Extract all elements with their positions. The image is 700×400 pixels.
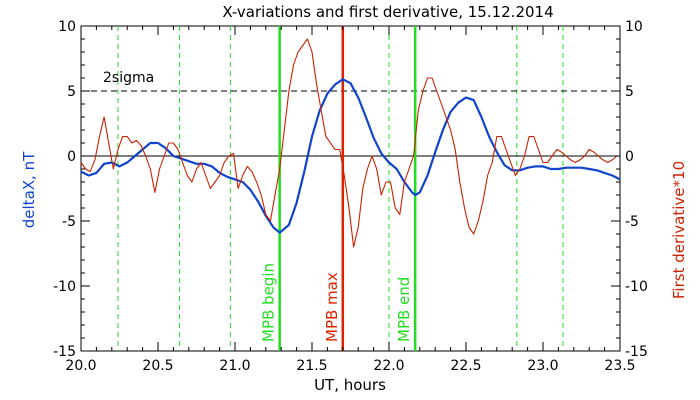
y-right-tick-label-1: -10 <box>625 279 648 295</box>
x-axis-title: UT, hours <box>314 376 386 394</box>
x-tick-label-6: 23.0 <box>527 358 558 374</box>
y-left-tick-label-5: 10 <box>58 19 76 35</box>
x-tick-label-5: 22.5 <box>450 358 481 374</box>
x-tick-label-1: 20.5 <box>142 358 173 374</box>
y-right-tick-label-0: -15 <box>625 344 648 360</box>
y-right-tick-label-4: 5 <box>625 84 634 100</box>
series-line-0 <box>80 78 621 234</box>
x-tick-label-7: 23.5 <box>604 358 635 374</box>
y-left-tick-label-0: -15 <box>53 344 76 360</box>
x-tick-label-2: 21.0 <box>219 358 250 374</box>
green-dashed-lines <box>117 26 564 351</box>
x-tick-label-0: 20.0 <box>65 358 96 374</box>
marker-label-2: MPB end <box>395 277 413 342</box>
y-left-tick-label-2: -5 <box>62 214 76 230</box>
x-tick-label-4: 22.0 <box>373 358 404 374</box>
chart-title: X-variations and first derivative, 15.12… <box>222 3 553 21</box>
threshold-group: 2sigma <box>81 70 620 92</box>
series-group <box>80 38 621 248</box>
axis-ticks <box>80 25 621 352</box>
threshold-label: 2sigma <box>103 70 154 86</box>
marker-label-0: MPB begin <box>260 263 278 342</box>
tick-labels: 20.0 20.5 21.0 21.5 22.0 22.5 23.0 23.5-15 -15-1… <box>53 19 648 374</box>
plot-frame <box>80 25 621 352</box>
y-left-tick-label-4: 5 <box>67 84 76 100</box>
y-axis-title-left: deltaX, nT <box>20 151 38 228</box>
y-axis-title-right: First derivative*10 <box>670 161 688 299</box>
y-left-tick-label-1: -10 <box>53 279 76 295</box>
y-right-tick-label-2: -5 <box>625 214 639 230</box>
x-tick-label-3: 21.5 <box>296 358 327 374</box>
y-left-tick-label-3: 0 <box>67 149 76 165</box>
y-right-tick-label-5: 10 <box>625 19 643 35</box>
marker-label-1: MPB max <box>323 272 341 342</box>
y-right-tick-label-3: 0 <box>625 149 634 165</box>
series-line-1 <box>80 38 620 248</box>
